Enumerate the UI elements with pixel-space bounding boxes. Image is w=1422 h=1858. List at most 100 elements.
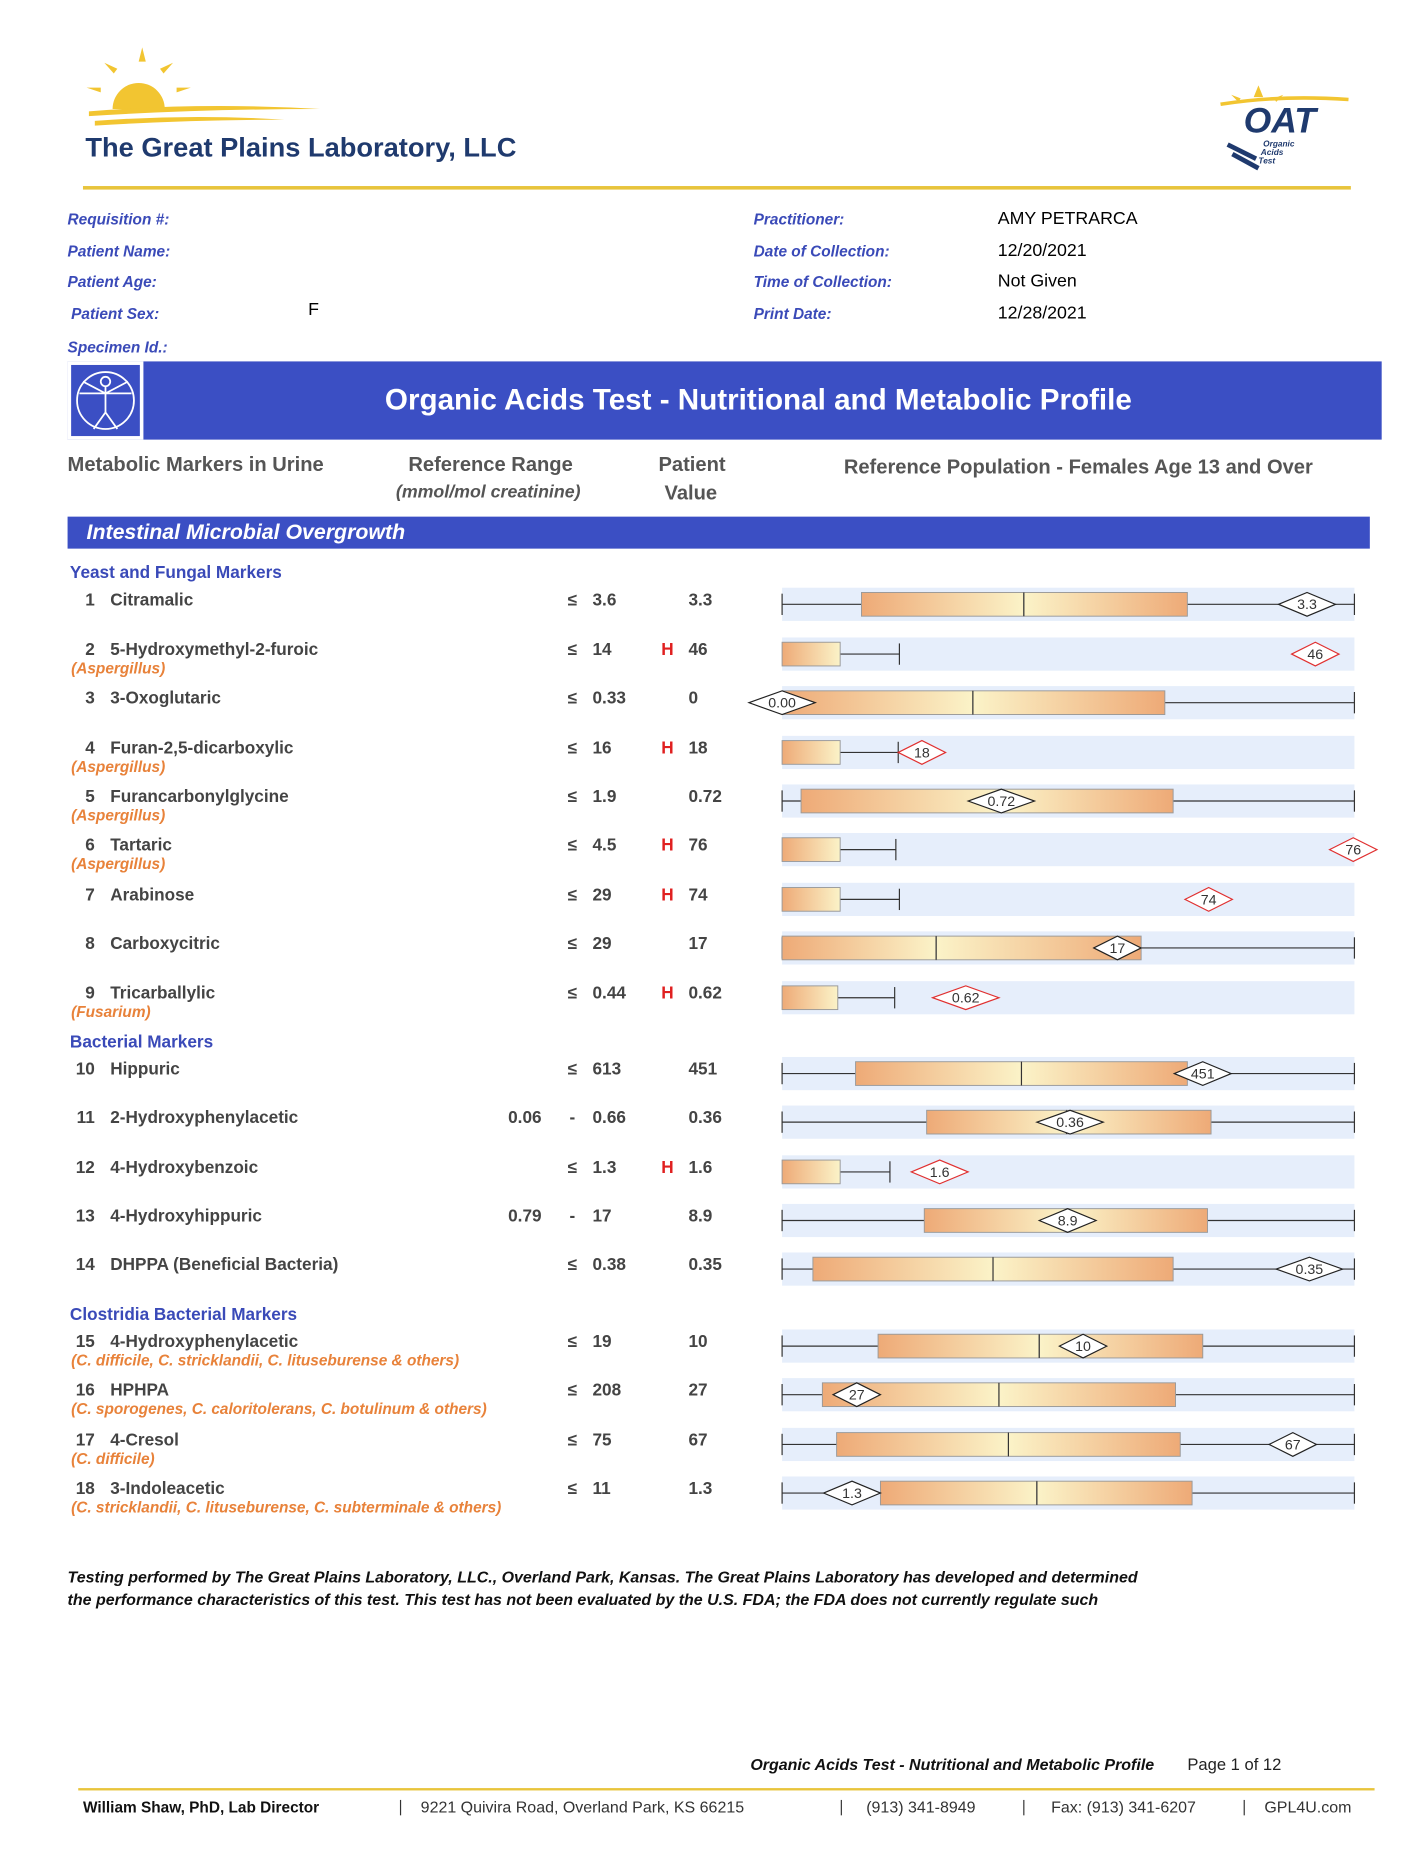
marker-label: 18 [914, 745, 930, 761]
ref-op: ≤ [568, 639, 578, 659]
organism: (C. sporogenes, C. caloritolerans, C. bo… [71, 1401, 487, 1418]
organism: (Aspergillus) [71, 661, 165, 678]
disclaimer: Testing performed by The Great Plains La… [68, 1570, 1139, 1587]
box-high [972, 690, 1166, 715]
patient-value: 46 [688, 639, 707, 659]
section-bar [67, 516, 1370, 549]
footer-contact: 9221 Quivira Road, Overland Park, KS 662… [421, 1799, 745, 1816]
ref-high: 16 [593, 737, 612, 757]
ref-op: ≤ [568, 1254, 578, 1274]
field-label: Specimen Id.: [68, 339, 168, 356]
sun-logo [86, 47, 320, 126]
col-header: (mmol/mol creatinine) [396, 482, 581, 502]
box [781, 985, 839, 1011]
box-high [992, 1256, 1174, 1282]
row-number: 4 [85, 737, 95, 757]
group-title: Bacterial Markers [70, 1031, 213, 1051]
row-number: 7 [85, 884, 95, 904]
col-header: Reference Population - Females Age 13 an… [844, 456, 1313, 478]
vitruvian-icon [76, 371, 135, 430]
ref-op: ≤ [568, 1059, 578, 1079]
box-high [1036, 1480, 1193, 1506]
marker-label: 46 [1307, 647, 1323, 663]
field-label: Date of Collection: [754, 243, 890, 260]
ref-op: ≤ [568, 1331, 578, 1351]
ref-op: - [570, 1107, 576, 1127]
box-low [781, 935, 937, 961]
footer-report: Organic Acids Test - Nutritional and Met… [750, 1757, 1154, 1774]
field-label: Print Date: [754, 306, 832, 323]
col-header: Patient [658, 454, 725, 476]
banner [67, 361, 1382, 440]
ref-high: 208 [593, 1380, 622, 1400]
group-title: Yeast and Fungal Markers [70, 562, 282, 582]
field-value: F [308, 299, 319, 319]
box-low [812, 1256, 994, 1282]
ref-op: ≤ [568, 983, 578, 1003]
ref-high: 0.66 [593, 1107, 626, 1127]
row-number: 15 [76, 1331, 96, 1351]
header-rule [82, 186, 1351, 190]
field-value: 12/28/2021 [998, 303, 1087, 323]
ref-high: 19 [593, 1331, 612, 1351]
value-marker [1037, 1208, 1098, 1233]
box [781, 641, 841, 667]
ref-high: 29 [593, 933, 612, 953]
patient-value: 27 [688, 1380, 707, 1400]
patient-value: 67 [688, 1429, 707, 1449]
box-low [879, 1480, 1038, 1506]
patient-value: 0.35 [688, 1254, 722, 1274]
field-label: Patient Sex: [71, 306, 159, 323]
row-number: 14 [76, 1254, 96, 1274]
box-low [836, 1432, 1009, 1457]
field-value: Not Given [998, 271, 1077, 291]
marker-label: 10 [1075, 1339, 1091, 1355]
ref-op: ≤ [568, 1380, 578, 1400]
high-flag: H [661, 884, 673, 904]
value-marker [1183, 886, 1234, 912]
disclaimer: the performance characteristics of this … [68, 1592, 1099, 1609]
row-number: 12 [76, 1157, 95, 1177]
ref-high: 11 [593, 1478, 612, 1498]
ref-op: ≤ [568, 1429, 578, 1449]
ref-op: ≤ [568, 884, 578, 904]
marker-name: Furan-2,5-dicarboxylic [110, 737, 294, 757]
col-header: Value [665, 482, 718, 504]
ref-op: ≤ [568, 737, 578, 757]
marker-label: 27 [849, 1388, 865, 1404]
patient-value: 17 [688, 933, 707, 953]
marker-name: 4-Hydroxyphenylacetic [110, 1331, 298, 1351]
marker-name: 4-Hydroxyhippuric [110, 1205, 262, 1225]
marker-name: 3-Oxoglutaric [110, 688, 221, 708]
patient-value: 3.3 [688, 589, 712, 609]
ref-op: ≤ [568, 1478, 578, 1498]
patient-value: 1.3 [688, 1478, 712, 1498]
section-title: Intestinal Microbial Overgrowth [87, 520, 406, 544]
patient-value: 8.9 [688, 1205, 712, 1225]
ref-op: ≤ [568, 589, 578, 609]
value-marker [930, 985, 1001, 1011]
footer-contact: (913) 341-8949 [866, 1799, 975, 1816]
patient-value: 0.72 [688, 786, 721, 806]
patient-value: 18 [688, 737, 708, 757]
ref-high: 1.3 [593, 1157, 617, 1177]
patient-value: 76 [688, 835, 707, 855]
ref-op: ≤ [568, 1157, 578, 1177]
ref-op: ≤ [568, 688, 578, 708]
box-high [998, 1382, 1176, 1408]
ref-op: ≤ [568, 933, 578, 953]
patient-value: 0.62 [688, 983, 721, 1003]
organism: (C. difficile, C. stricklandii, C. litus… [71, 1353, 459, 1370]
organism: (C. stricklandii, C. lituseburense, C. s… [71, 1500, 501, 1517]
footer-contact: GPL4U.com [1264, 1799, 1351, 1816]
organism: (Aspergillus) [71, 759, 165, 776]
high-flag: H [661, 835, 673, 855]
box-low [877, 1333, 1040, 1359]
box-high [1023, 592, 1188, 617]
ref-high: 75 [593, 1429, 613, 1449]
row-number: 6 [85, 835, 95, 855]
value-marker [747, 690, 818, 716]
marker-label: 451 [1191, 1066, 1215, 1082]
footer-director: William Shaw, PhD, Lab Director [83, 1799, 319, 1816]
value-marker [966, 788, 1037, 814]
